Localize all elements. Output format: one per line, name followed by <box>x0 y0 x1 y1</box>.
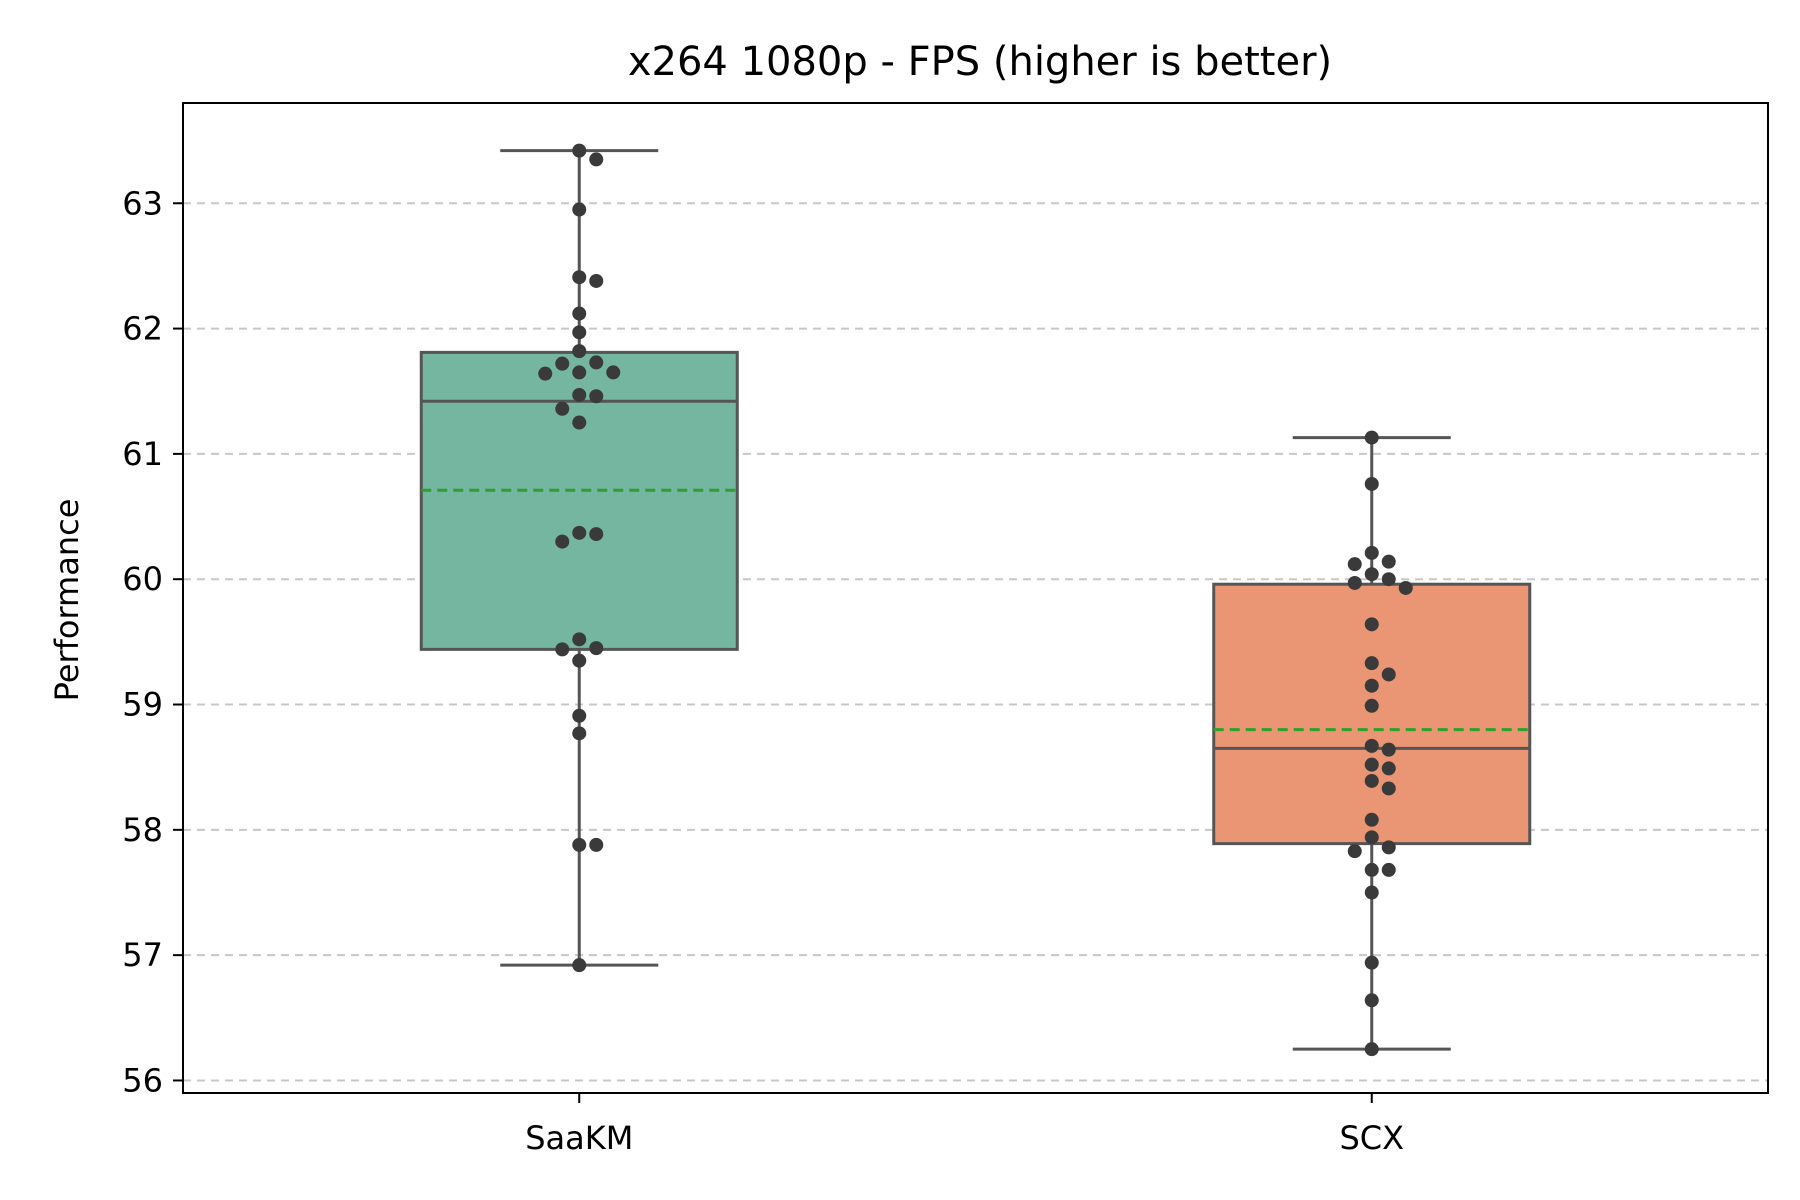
data-point-saakm <box>589 152 604 167</box>
plot-frame <box>182 102 1769 1094</box>
data-point-saakm <box>572 325 587 340</box>
y-tick-label: 56 <box>122 1061 163 1099</box>
box-plots <box>419 149 1532 1051</box>
chart-title: x264 1080p - FPS (higher is better) <box>628 39 1332 85</box>
data-point-scx <box>1364 773 1379 788</box>
data-point-saakm <box>572 143 587 158</box>
data-point-scx <box>1381 667 1396 682</box>
data-point-saakm <box>572 708 587 723</box>
data-point-scx <box>1398 580 1413 595</box>
data-point-scx <box>1364 1042 1379 1057</box>
data-point-scx <box>1364 656 1379 671</box>
data-point-scx <box>1364 955 1379 970</box>
data-point-saakm <box>589 527 604 542</box>
y-tick-label: 57 <box>122 936 163 974</box>
data-point-scx <box>1381 862 1396 877</box>
data-point-saakm <box>572 632 587 647</box>
data-point-saakm <box>572 344 587 359</box>
data-point-scx <box>1364 993 1379 1008</box>
data-point-saakm <box>589 641 604 656</box>
data-point-scx <box>1381 742 1396 757</box>
data-point-saakm <box>572 726 587 741</box>
data-point-scx <box>1381 554 1396 569</box>
data-point-scx <box>1381 572 1396 587</box>
data-point-scx <box>1364 738 1379 753</box>
data-point-saakm <box>572 415 587 430</box>
y-tick-label: 60 <box>122 560 163 598</box>
data-point-scx <box>1381 761 1396 776</box>
data-point-saakm <box>538 366 553 381</box>
data-point-saakm <box>589 355 604 370</box>
data-point-saakm <box>589 389 604 404</box>
y-axis-ticks: 56 57 58 59 60 61 62 63 <box>122 184 183 1099</box>
swarm-points <box>538 143 1413 1057</box>
data-point-scx <box>1364 567 1379 582</box>
data-point-scx <box>1364 830 1379 845</box>
y-tick-label: 63 <box>122 184 163 222</box>
data-point-saakm <box>572 387 587 402</box>
data-point-saakm <box>572 653 587 668</box>
data-point-saakm <box>555 356 570 371</box>
data-point-scx <box>1364 617 1379 632</box>
x-axis-ticks: SaaKM SCX <box>525 1093 1404 1157</box>
x-tick-label-saakm: SaaKM <box>525 1119 633 1157</box>
data-point-scx <box>1347 844 1362 859</box>
data-point-saakm <box>572 837 587 852</box>
data-point-scx <box>1364 698 1379 713</box>
y-tick-label: 61 <box>122 435 163 473</box>
data-point-scx <box>1364 812 1379 827</box>
data-point-scx <box>1364 885 1379 900</box>
data-point-saakm <box>555 401 570 416</box>
data-point-scx <box>1364 678 1379 693</box>
data-point-saakm <box>572 202 587 217</box>
data-point-saakm <box>589 837 604 852</box>
data-point-saakm <box>555 642 570 657</box>
data-point-saakm <box>589 273 604 288</box>
y-axis-label: Performance <box>48 499 86 702</box>
y-tick-label: 62 <box>122 310 163 348</box>
data-point-scx <box>1364 545 1379 560</box>
data-point-scx <box>1381 781 1396 796</box>
data-point-scx <box>1364 476 1379 491</box>
data-point-scx <box>1364 862 1379 877</box>
data-point-scx <box>1347 557 1362 572</box>
data-point-saakm <box>572 270 587 285</box>
data-point-saakm <box>606 365 621 380</box>
data-point-scx <box>1381 840 1396 855</box>
y-tick-label: 58 <box>122 811 163 849</box>
data-point-scx <box>1364 757 1379 772</box>
data-point-saakm <box>572 365 587 380</box>
data-point-saakm <box>572 525 587 540</box>
y-tick-label: 59 <box>122 686 163 724</box>
data-point-scx <box>1364 430 1379 445</box>
data-point-saakm <box>555 534 570 549</box>
data-point-scx <box>1347 575 1362 590</box>
data-point-saakm <box>572 958 587 973</box>
x-tick-label-scx: SCX <box>1339 1119 1404 1157</box>
data-point-saakm <box>572 306 587 321</box>
